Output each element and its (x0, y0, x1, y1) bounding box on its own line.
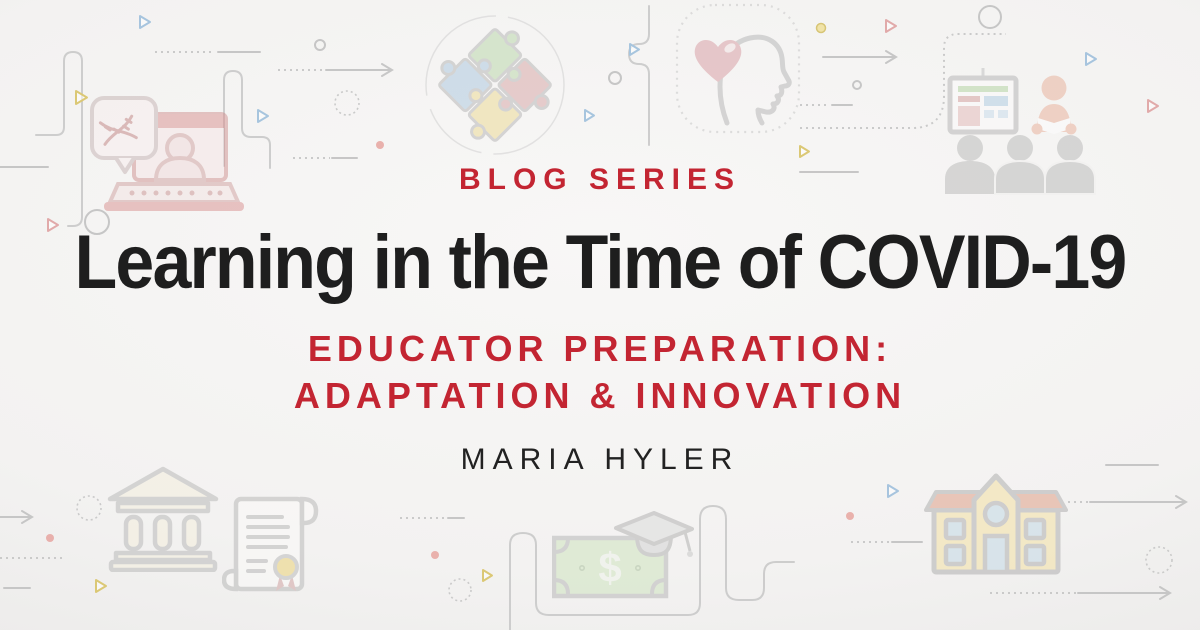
school-door (982, 533, 1010, 575)
teacher-figure (1031, 75, 1077, 135)
money-with-graduation-cap-icon: $ (552, 511, 694, 599)
dotted-circle (448, 578, 472, 602)
squiggle-path (35, 50, 83, 227)
open-book (1038, 118, 1070, 134)
arrow (1077, 586, 1172, 600)
puzzle-pieces-icon (425, 15, 565, 155)
dotted-circle (334, 90, 360, 116)
eyebrow-blog-series: BLOG SERIES (458, 163, 742, 196)
triangle (75, 90, 88, 105)
subtitle-line-1: EDUCATOR PREPARATION: (307, 328, 893, 369)
squiggle-path (509, 504, 795, 630)
subtitle-line-2: ADAPTATION & INNOVATION (293, 375, 907, 416)
bank-column (181, 514, 202, 552)
squiggle-path (627, 5, 650, 146)
triangle (1147, 99, 1159, 113)
circle-outline (852, 80, 862, 90)
bank-pediment (107, 466, 219, 502)
triangle (139, 15, 151, 29)
arrow (822, 50, 898, 64)
triangle (47, 218, 59, 232)
squiggle-path (223, 69, 271, 169)
schoolhouse-icon (924, 473, 1068, 575)
scroll-curl-top (299, 496, 319, 526)
triangle (584, 109, 595, 122)
arrow (1089, 495, 1188, 509)
school-windows (943, 517, 1047, 567)
scroll-text-lines (246, 515, 290, 573)
page-title: Learning in the Time of COVID-19 (74, 220, 1128, 305)
dotted-circle (76, 495, 102, 521)
round-window (982, 500, 1010, 528)
pink-dot (376, 141, 384, 149)
triangle (257, 109, 269, 123)
dotted-circle (1145, 546, 1173, 574)
classroom-presentation-icon (945, 68, 1096, 195)
subtitle: EDUCATOR PREPARATION: ADAPTATION & INNOV… (0, 325, 1200, 419)
triangle (95, 579, 107, 593)
bank-column (152, 514, 173, 552)
dna-icon (98, 114, 138, 146)
graduation-cap-icon (614, 511, 694, 558)
triangle (1085, 52, 1097, 66)
head-with-heart-icon (675, 3, 801, 134)
dashed-border (675, 3, 801, 134)
triangle (887, 484, 899, 498)
circle-outline (84, 209, 110, 235)
pink-dot (846, 512, 854, 520)
keyboard-dots (129, 190, 223, 196)
dashed-circle (425, 15, 565, 155)
triangle (482, 569, 493, 582)
yellow-dot (815, 22, 827, 34)
triangle (629, 43, 640, 56)
triangle (885, 19, 897, 33)
audience-figures (945, 135, 1096, 195)
laptop-video-call-with-dna-speech-bubble-icon (90, 96, 244, 211)
circle-outline (608, 71, 622, 85)
dashed-path (800, 33, 1006, 129)
dollar-sign: $ (598, 544, 621, 591)
circle-outline (314, 39, 326, 51)
triangle (799, 145, 810, 158)
pink-dot (46, 534, 54, 542)
pink-dot (431, 551, 439, 559)
scroll-curl-bottom (222, 568, 239, 592)
author-name: MARIA HYLER (460, 443, 740, 476)
diploma-scroll-icon (222, 496, 319, 592)
arrow (325, 63, 394, 77)
seal-icon (273, 554, 299, 580)
circle-outline (978, 5, 1002, 29)
bank-column (123, 514, 144, 552)
arrow (0, 510, 34, 524)
bank-building-icon (107, 466, 219, 572)
